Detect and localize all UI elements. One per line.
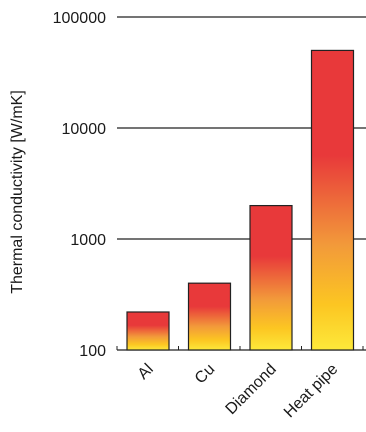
y-tick-label: 100000 xyxy=(53,10,106,27)
y-tick-label: 10000 xyxy=(62,121,107,138)
category-label: Diamond xyxy=(223,361,280,418)
y-tick-label: 1000 xyxy=(70,232,106,249)
y-tick-labels: 100 1000 10000 100000 xyxy=(53,10,106,360)
bar-cu xyxy=(187,282,232,351)
bar-diamond xyxy=(249,204,293,351)
category-labels: Al Cu Diamond Heat pipe xyxy=(135,361,342,422)
category-label: Al xyxy=(135,361,157,383)
category-label: Heat pipe xyxy=(281,361,342,422)
bars xyxy=(126,49,355,351)
category-label: Cu xyxy=(192,361,218,387)
x-ticks xyxy=(116,346,364,350)
bar-al xyxy=(126,311,170,351)
y-tick-label: 100 xyxy=(79,343,106,360)
y-axis-title: Thermal conductivity [W/mK] xyxy=(9,90,26,294)
bar-heat-pipe xyxy=(310,49,355,351)
